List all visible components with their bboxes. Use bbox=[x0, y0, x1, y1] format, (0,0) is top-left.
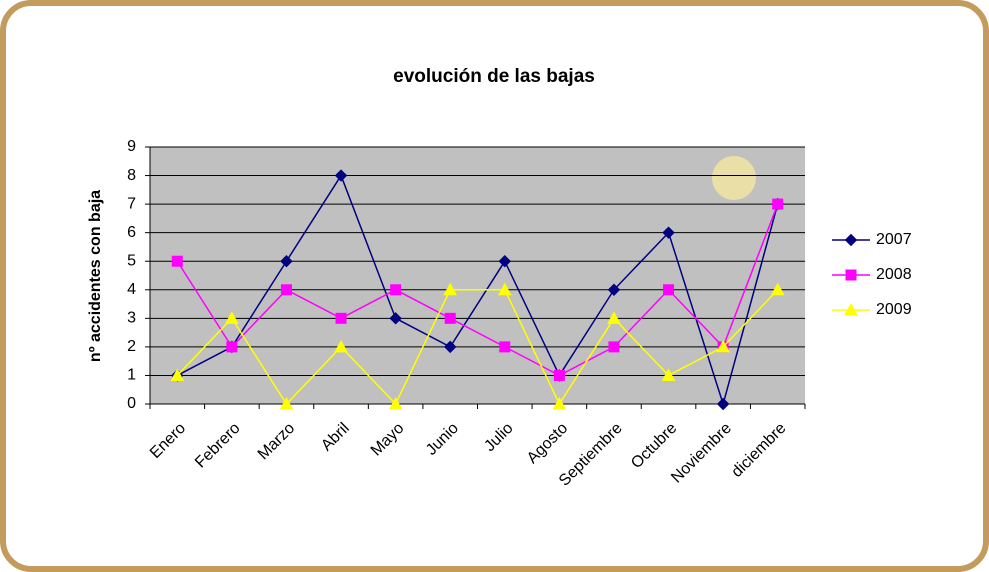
plot-area bbox=[150, 147, 805, 404]
point bbox=[773, 199, 783, 209]
y-tick-label: 0 bbox=[127, 395, 136, 412]
legend-marker bbox=[846, 270, 856, 280]
y-tick-label: 3 bbox=[127, 310, 136, 327]
point bbox=[281, 285, 291, 295]
point bbox=[336, 313, 346, 323]
chart-title: evolución de las bajas bbox=[393, 66, 595, 87]
y-tick-label: 6 bbox=[127, 224, 136, 241]
y-tick-label: 9 bbox=[127, 138, 136, 155]
chart: evolución de las bajas nº accidentes con… bbox=[0, 0, 989, 572]
y-tick-label: 7 bbox=[127, 195, 136, 212]
point bbox=[172, 256, 182, 266]
point bbox=[609, 342, 619, 352]
y-tick-label: 1 bbox=[127, 367, 136, 384]
point bbox=[664, 285, 674, 295]
legend-label: 2007 bbox=[876, 231, 912, 248]
logo bbox=[712, 156, 756, 200]
legend-label: 2008 bbox=[876, 266, 912, 283]
point bbox=[500, 342, 510, 352]
y-tick-label: 2 bbox=[127, 338, 136, 355]
y-tick-label: 5 bbox=[127, 252, 136, 269]
y-tick-label: 4 bbox=[127, 281, 136, 298]
legend-label: 2009 bbox=[876, 301, 912, 318]
point bbox=[391, 285, 401, 295]
point bbox=[445, 313, 455, 323]
y-axis-title: nº accidentes con baja bbox=[87, 190, 104, 362]
y-tick-label: 8 bbox=[127, 167, 136, 184]
point bbox=[554, 370, 564, 380]
point bbox=[227, 342, 237, 352]
